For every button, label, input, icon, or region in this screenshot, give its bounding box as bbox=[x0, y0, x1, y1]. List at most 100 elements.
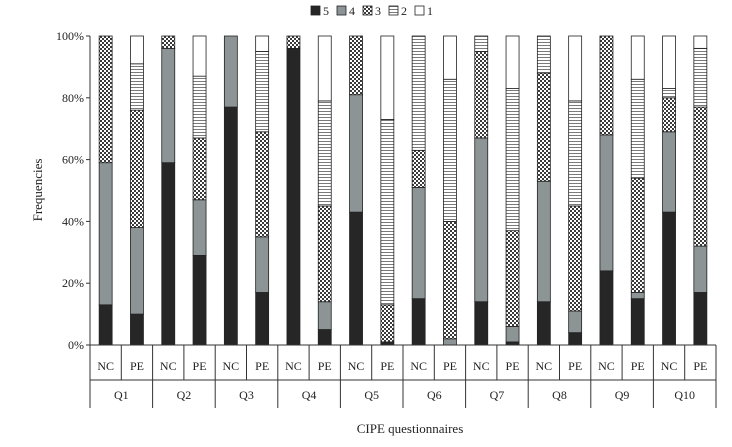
subcategory-label: PE bbox=[130, 359, 144, 373]
bar-segment-series-5 bbox=[474, 301, 489, 346]
legend-swatch bbox=[362, 5, 373, 16]
bar-segment-series-1 bbox=[505, 35, 520, 89]
bar-segment-series-2 bbox=[255, 51, 270, 133]
bar-segment-series-4 bbox=[693, 245, 708, 293]
bar-segment-series-2 bbox=[317, 100, 332, 207]
bar-segment-series-2 bbox=[443, 78, 457, 222]
bar-segment-series-5 bbox=[349, 211, 363, 346]
bar-segment-series-3 bbox=[255, 131, 270, 238]
legend-label: 1 bbox=[427, 4, 433, 18]
bar-segment-series-5 bbox=[599, 270, 614, 346]
group-label: Q7 bbox=[490, 388, 505, 402]
bar-segment-series-3 bbox=[443, 220, 457, 340]
group-label: Q8 bbox=[552, 388, 567, 402]
bar-segment-series-2 bbox=[568, 100, 583, 207]
subcategory-label: NC bbox=[598, 359, 615, 373]
legend-swatch bbox=[388, 5, 399, 16]
bar-segment-series-2 bbox=[411, 35, 426, 151]
legend-label: 4 bbox=[349, 4, 355, 18]
bar-segment-series-2 bbox=[192, 75, 207, 139]
bar-segment-series-1 bbox=[380, 35, 395, 120]
bar-segment-series-3 bbox=[568, 205, 583, 312]
bar-segment-series-4 bbox=[349, 94, 363, 213]
bar-segment-series-4 bbox=[505, 326, 520, 343]
bar-segment-series-3 bbox=[662, 97, 676, 133]
bar-segment-series-2 bbox=[630, 78, 645, 179]
y-tick-label: 20% bbox=[62, 276, 84, 290]
subcategory-label: PE bbox=[443, 359, 457, 373]
bar-segment-series-5 bbox=[317, 329, 332, 346]
y-tick-label: 40% bbox=[62, 214, 84, 228]
group-label: Q10 bbox=[674, 388, 695, 402]
bar-segment-series-4 bbox=[192, 199, 207, 256]
legend-label: 5 bbox=[323, 4, 329, 18]
group-label: Q9 bbox=[615, 388, 630, 402]
bar-segment-series-4 bbox=[411, 187, 426, 300]
bar-segment-series-4 bbox=[317, 301, 332, 330]
bar-segment-series-1 bbox=[317, 35, 332, 102]
bar-segment-series-1 bbox=[693, 35, 708, 49]
bar-segment-series-2 bbox=[130, 63, 144, 111]
bar-segment-series-1 bbox=[130, 35, 144, 65]
bar-segment-series-5 bbox=[192, 254, 207, 346]
bar-segment-series-3 bbox=[161, 35, 176, 49]
bar-segment-series-4 bbox=[443, 338, 457, 346]
subcategory-label: PE bbox=[631, 359, 645, 373]
subcategory-label: NC bbox=[97, 359, 114, 373]
bar-segment-series-4 bbox=[98, 162, 113, 306]
bar-segment-series-5 bbox=[161, 162, 176, 346]
x-axis-labels: NC PE NC PE NC PE NC PE NC PE NC PE NC PE NC PE NC PE NC PE… bbox=[89, 345, 717, 408]
group-label: Q5 bbox=[364, 388, 379, 402]
bar-segment-series-4 bbox=[223, 35, 238, 108]
legend-swatch bbox=[336, 5, 347, 16]
bar-segment-series-3 bbox=[693, 106, 708, 247]
bar-segment-series-1 bbox=[443, 35, 457, 80]
legend-swatch bbox=[414, 5, 425, 16]
bar-segment-series-2 bbox=[505, 88, 520, 232]
bar-segment-series-1 bbox=[568, 35, 583, 102]
bar-segment-series-3 bbox=[630, 177, 645, 293]
bar-segment-series-5 bbox=[536, 301, 551, 346]
bar-segment-series-5 bbox=[568, 332, 583, 346]
group-label: Q2 bbox=[177, 388, 192, 402]
bar-segment-series-1 bbox=[630, 35, 645, 80]
bar-segment-series-2 bbox=[380, 119, 395, 306]
legend-label: 3 bbox=[375, 4, 381, 18]
subcategory-label: NC bbox=[348, 359, 365, 373]
bar-segment-series-5 bbox=[223, 106, 238, 346]
bar-segment-series-2 bbox=[693, 47, 708, 108]
bar-segment-series-3 bbox=[130, 109, 144, 228]
bar-segment-series-4 bbox=[630, 292, 645, 300]
bar-segment-series-4 bbox=[130, 227, 144, 315]
subcategory-label: PE bbox=[693, 359, 707, 373]
bar-segment-series-1 bbox=[662, 35, 676, 89]
subcategory-label: PE bbox=[506, 359, 520, 373]
bar-segment-series-1 bbox=[192, 35, 207, 77]
bar-segment-series-2 bbox=[536, 35, 551, 74]
y-axis-label: Frequencies bbox=[30, 159, 45, 222]
subcategory-label: NC bbox=[223, 359, 240, 373]
bar-segment-series-5 bbox=[286, 47, 301, 346]
subcategory-label: NC bbox=[473, 359, 490, 373]
bar-segment-series-5 bbox=[411, 298, 426, 346]
bar-segment-series-3 bbox=[286, 35, 301, 49]
bars bbox=[98, 35, 708, 346]
bar-segment-series-4 bbox=[568, 310, 583, 334]
bar-segment-series-3 bbox=[317, 205, 332, 303]
bar-segment-series-4 bbox=[599, 134, 614, 272]
bar-segment-series-1 bbox=[255, 35, 270, 52]
bar-segment-series-5 bbox=[255, 292, 270, 346]
bar-segment-series-3 bbox=[411, 149, 426, 188]
bar-segment-series-5 bbox=[662, 211, 676, 346]
bar-segment-series-4 bbox=[662, 131, 676, 213]
subcategory-label: NC bbox=[536, 359, 553, 373]
bar-segment-series-4 bbox=[474, 137, 489, 303]
bar-segment-series-4 bbox=[255, 236, 270, 293]
y-tick-label: 0% bbox=[68, 338, 84, 352]
bar-segment-series-3 bbox=[380, 304, 395, 343]
bar-segment-series-4 bbox=[536, 180, 551, 303]
y-tick-label: 100% bbox=[56, 29, 84, 43]
subcategory-label: PE bbox=[568, 359, 582, 373]
bar-segment-series-5 bbox=[130, 313, 144, 346]
